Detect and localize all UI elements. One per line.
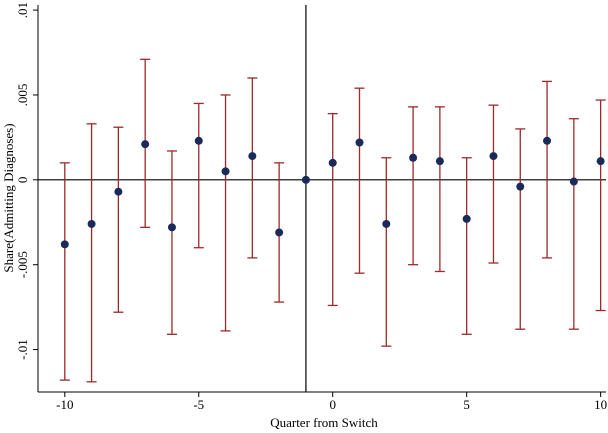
point: [328, 158, 337, 167]
point: [167, 223, 176, 232]
y-tick-label: -.01: [15, 339, 30, 360]
point: [114, 187, 123, 196]
point: [435, 157, 444, 166]
point: [141, 140, 150, 149]
point: [248, 152, 257, 161]
point: [382, 219, 391, 228]
point: [569, 177, 578, 186]
point: [60, 240, 69, 249]
x-tick-label: -10: [56, 397, 73, 412]
point: [275, 228, 284, 237]
point: [489, 152, 498, 161]
point: [462, 214, 471, 223]
point: [301, 175, 310, 184]
y-tick-label: .01: [15, 2, 30, 18]
point: [409, 153, 418, 162]
x-tick-label: 10: [594, 397, 607, 412]
point: [543, 136, 552, 145]
point: [516, 182, 525, 191]
point: [87, 219, 96, 228]
point: [194, 136, 203, 145]
y-tick-label: .005: [15, 84, 30, 107]
point: [221, 167, 230, 176]
point: [596, 157, 605, 166]
point: [355, 138, 364, 147]
x-tick-label: 0: [329, 397, 336, 412]
y-axis-label: Share(Admitting Diagnoses): [1, 123, 16, 272]
y-tick-label: -.005: [15, 251, 30, 278]
y-tick-label: 0: [15, 177, 30, 184]
x-tick-label: -5: [193, 397, 204, 412]
x-tick-label: 5: [463, 397, 470, 412]
x-axis-label: Quarter from Switch: [270, 415, 378, 430]
